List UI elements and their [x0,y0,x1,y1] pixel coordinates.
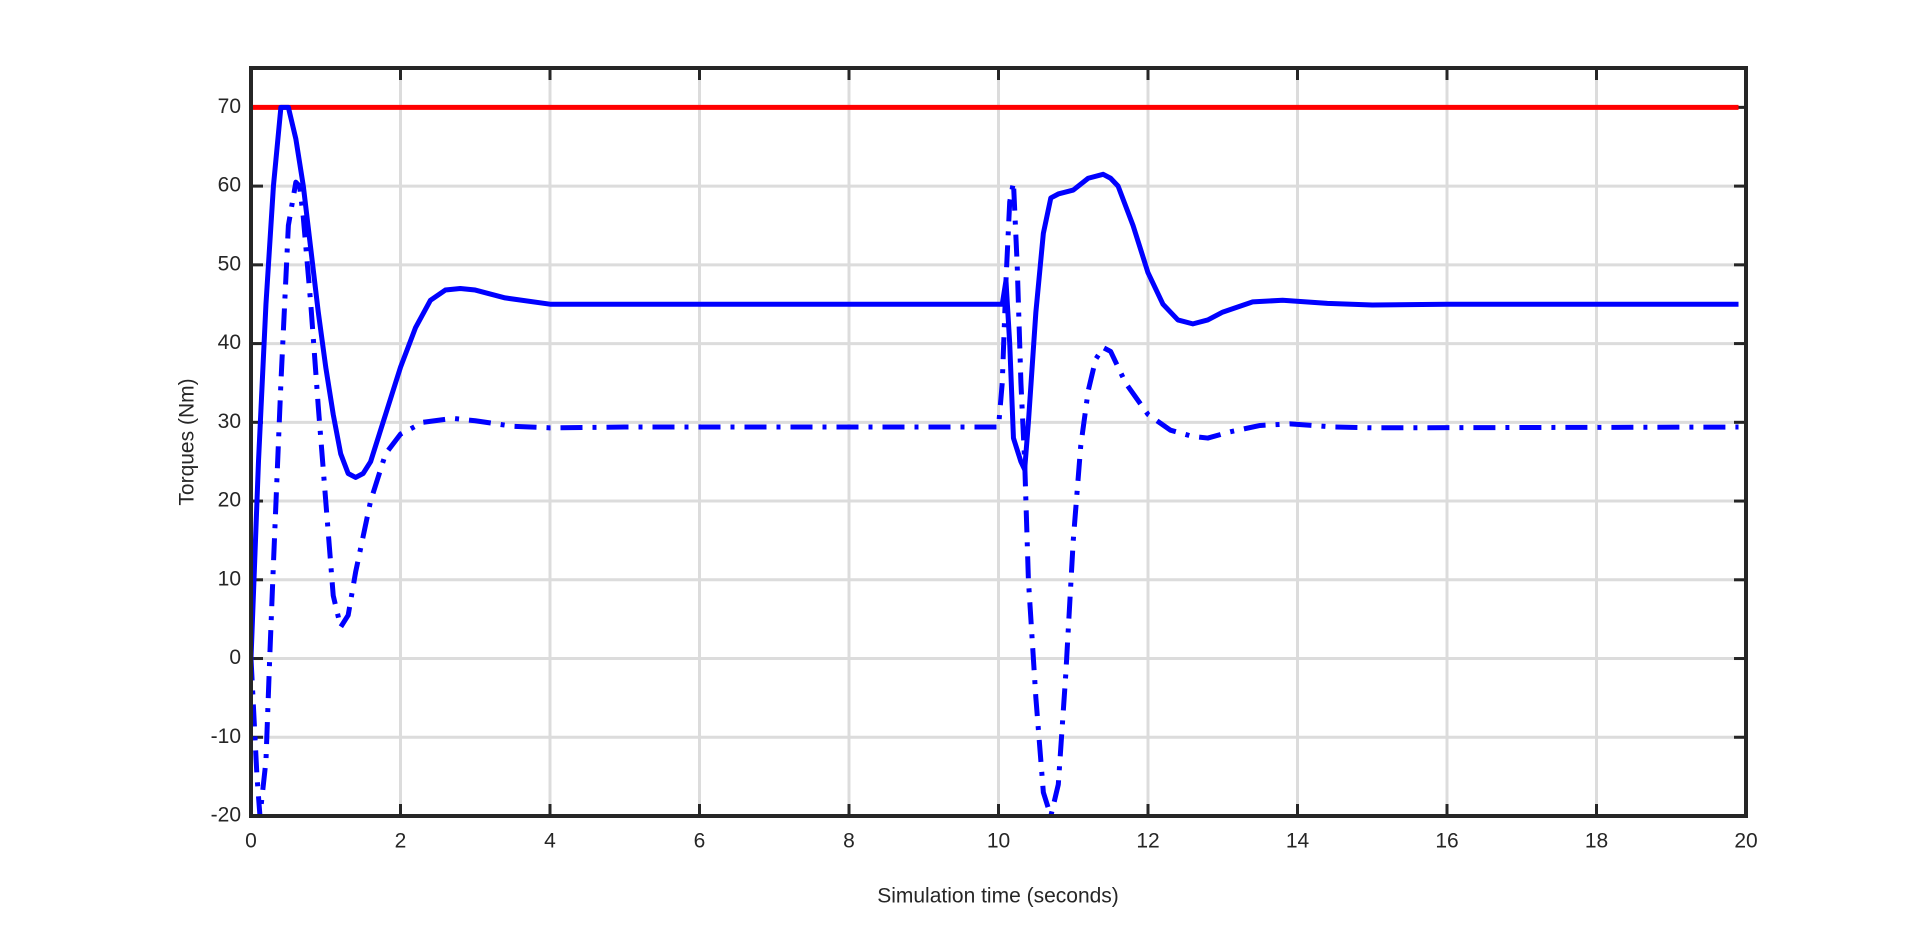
plot-frame [249,66,1748,818]
y-tick-label: -10 [211,725,241,748]
y-tick-label: 60 [218,174,241,197]
grid [249,68,1748,818]
y-axis-label: Torques (Nm) [176,378,199,505]
y-tick-label: 10 [218,567,241,590]
x-tick-label: 20 [1734,830,1757,853]
series-line [251,179,1739,816]
x-tick-label: 8 [843,830,855,853]
y-tick-label: 0 [229,646,241,669]
lines [251,104,1739,816]
y-tick-label: -20 [211,804,241,827]
series-line [251,104,1739,659]
y-tick-label: 70 [218,95,241,118]
x-axis-label: Simulation time (seconds) [877,885,1119,908]
x-tick-label: 10 [987,830,1010,853]
x-tick-label: 14 [1286,830,1310,853]
y-tick-label: 50 [218,252,241,275]
x-tick-label: 16 [1435,830,1458,853]
x-tick-label: 12 [1136,830,1159,853]
x-tick-label: 4 [544,830,556,853]
y-tick-label: 20 [218,489,241,512]
x-tick-label: 18 [1585,830,1608,853]
x-tick-label: 0 [245,830,257,853]
y-tick-label: 30 [218,410,241,433]
x-tick-label: 6 [694,830,706,853]
x-tick-label: 2 [395,830,407,853]
y-tick-label: 40 [218,331,241,354]
